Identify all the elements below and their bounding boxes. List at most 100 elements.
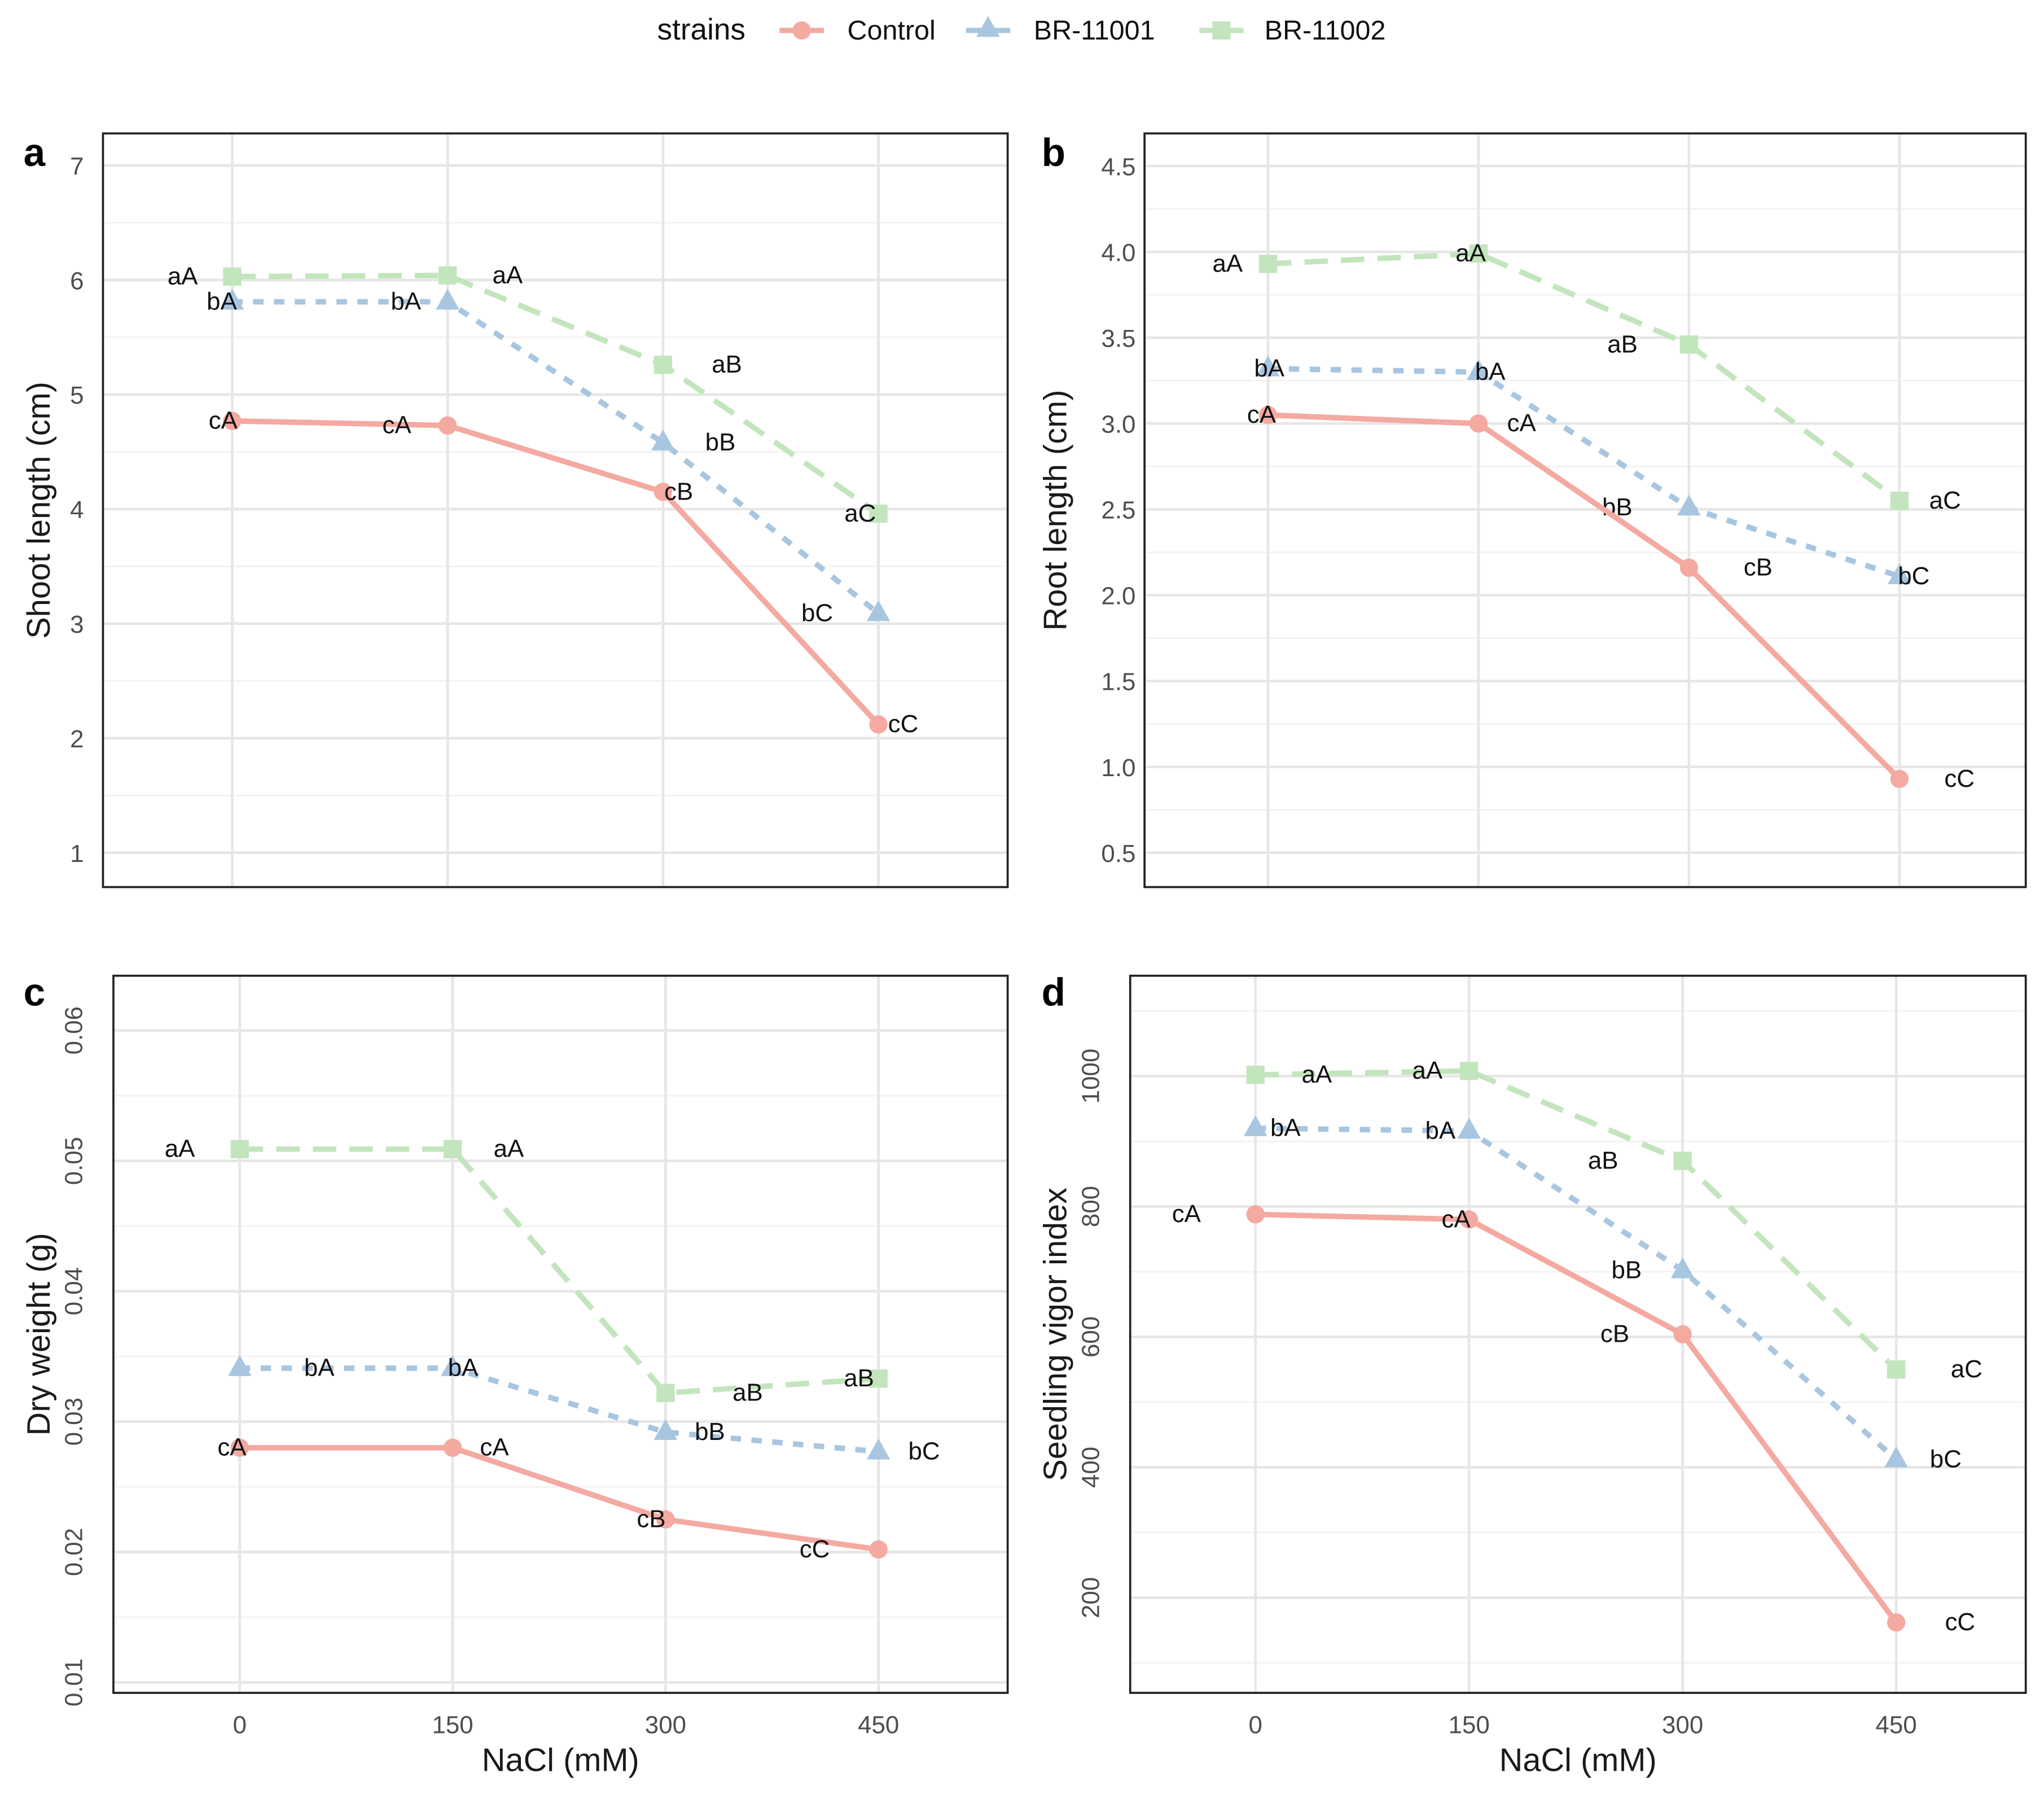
y-tick-label: 1000 [1077,1049,1104,1104]
circle-marker-icon [792,21,811,40]
data-label: aC [1951,1355,1982,1383]
series-control [1258,405,1909,789]
y-tick-label: 0.04 [60,1267,88,1315]
data-label: cA [383,411,412,439]
square-marker-icon [1212,21,1231,40]
data-label: cA [1247,401,1277,428]
data-label: cA [1441,1205,1471,1233]
data-point [1887,1613,1906,1632]
data-point [866,1438,891,1460]
data-label: cA [480,1434,509,1461]
legend-item-control: Control [779,15,936,46]
data-point [1246,1065,1265,1084]
data-point [653,483,673,501]
x-tick-label: 150 [1449,1711,1490,1739]
x-tick-label: 450 [1875,1711,1916,1739]
data-label: aB [1607,330,1638,358]
data-label: cC [1944,765,1975,793]
data-point [1258,255,1278,273]
y-tick-label: 5 [70,382,84,409]
data-label: cA [217,1434,247,1461]
triangle-marker-icon [976,16,1000,37]
panel-border [102,132,1009,888]
panel-b: 0.5 1.0 1.5 2.0 2.5 3.0 3.5 4.0 4.5 b Root length … [1038,130,2027,888]
data-point [656,1384,675,1402]
legend-label-br11002: BR-11002 [1265,15,1386,46]
data-point [443,1140,462,1158]
panel-letter: a [24,130,46,174]
data-point [441,1355,464,1376]
panel-border [1129,974,2027,1694]
data-label: bC [909,1438,940,1465]
series-line [232,273,880,516]
data-label: aA [494,1135,524,1163]
data-label: aB [844,1364,874,1392]
data-label: aB [732,1379,763,1407]
y-axis-title: Root length (cm) [1038,390,1074,631]
x-tick-label: 300 [1662,1711,1703,1739]
panel-c: 0.01 0.02 0.03 0.04 0.05 0.06 0 150 300 450 c Dry w… [21,970,1009,1779]
data-point [656,1510,675,1529]
data-point [1890,492,1909,510]
data-label: aC [844,500,876,527]
series-br-11002 [230,1140,888,1402]
data-point [1469,244,1488,263]
panel-letter: b [1042,130,1065,174]
data-label: cA [1172,1200,1201,1228]
data-point [1673,1325,1692,1344]
data-label: aA [493,261,523,289]
data-point [230,1438,249,1457]
series-line [232,299,880,616]
panel-letter: d [1042,970,1065,1014]
series-br-11002 [1246,1062,1906,1379]
y-tick-label: 4.5 [1101,153,1135,181]
data-point [1246,1205,1265,1224]
data-point [220,288,244,310]
x-tick-label: 300 [645,1711,686,1739]
data-point [1467,359,1490,380]
data-point [1460,1062,1479,1080]
y-tick-label: 2.5 [1101,497,1135,524]
y-tick-label: 0.02 [60,1528,88,1576]
series-line [239,1146,879,1396]
data-point [438,266,457,285]
data-label: aA [1455,239,1486,267]
y-tick-label: 1.5 [1101,668,1135,696]
data-label: bA [1475,358,1506,386]
data-label: cA [1507,409,1537,437]
legend: strains Control BR-11001 BR-11002 [657,13,1386,46]
y-tick-label: 3.5 [1101,325,1135,352]
series-line [232,418,881,726]
data-point [653,1419,678,1440]
series-line [1255,1126,1898,1462]
data-point [1679,335,1699,354]
data-label: bA [448,1354,479,1382]
y-tick-label: 0.06 [60,1006,88,1054]
y-tick-label: 3.0 [1101,411,1135,439]
data-label: bA [207,288,237,316]
data-label: cC [888,710,919,738]
data-label: bC [801,599,833,627]
y-tick-label: 6 [70,267,84,295]
data-label: bB [1611,1256,1642,1284]
data-label: bC [1898,562,1929,590]
legend-item-br11001: BR-11001 [966,15,1155,46]
data-label: bC [1930,1445,1962,1473]
series-control [230,1438,888,1559]
data-point [443,1438,462,1457]
data-point [228,1355,252,1376]
data-label: bA [1254,354,1284,382]
panel-a: 1 2 3 4 5 6 7a Shoot length (cm) aA aA aB aC bA bA bB b… [21,130,1009,888]
y-tick-label: 3 [70,611,84,638]
data-label: aA [165,1135,195,1163]
data-point [1888,563,1911,584]
y-axis-title: Dry weight (g) [21,1233,57,1435]
data-label: cB [637,1505,665,1533]
data-label: cB [1744,554,1773,581]
x-tick-label: 150 [432,1711,473,1739]
legend-item-br11002: BR-11002 [1199,15,1385,46]
series-br-11002 [1258,244,1909,510]
data-point [1890,769,1909,789]
series-control [1246,1205,1906,1632]
